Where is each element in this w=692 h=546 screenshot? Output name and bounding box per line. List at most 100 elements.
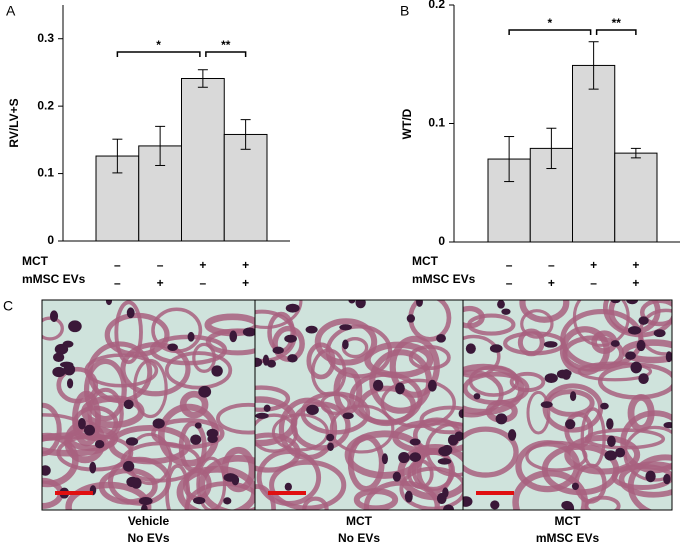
alveolar-wall [463, 363, 525, 416]
nucleus [125, 437, 139, 446]
nucleus [610, 300, 621, 304]
nucleus [306, 404, 319, 416]
nucleus [211, 365, 223, 377]
nucleus [342, 339, 349, 350]
alveolar-wall [363, 480, 440, 510]
alveolar-wall [364, 341, 434, 379]
nucleus [638, 373, 649, 385]
panel-label: B [400, 3, 409, 19]
significance-bracket [205, 51, 247, 57]
nucleus [653, 329, 666, 338]
histology-image [462, 299, 673, 511]
alveolar-wall [278, 397, 338, 461]
alveolar-wall [255, 484, 276, 510]
nucleus [565, 419, 576, 430]
error-bar [112, 138, 123, 174]
error-bar [197, 69, 208, 88]
nucleus [437, 458, 452, 465]
histology-image [41, 299, 256, 511]
nucleus [284, 334, 297, 343]
condition-sign: – [506, 258, 513, 272]
nucleus [442, 487, 449, 498]
nucleus [392, 471, 401, 482]
bar [181, 77, 225, 242]
nucleus [607, 435, 616, 447]
nucleus [231, 475, 240, 486]
alveolar-wall [463, 305, 485, 329]
condition-sign: – [114, 276, 121, 290]
y-axis-label: RV/LV+S [7, 98, 21, 147]
scale-bar [55, 491, 93, 495]
nucleus [398, 451, 410, 464]
alveolar-wall [83, 358, 127, 422]
error-bar [155, 125, 166, 166]
condition-sign: + [632, 276, 639, 290]
alveolar-wall [358, 385, 417, 427]
nucleus [126, 476, 139, 488]
nucleus [242, 327, 255, 337]
nucleus [284, 482, 292, 491]
significance-label: ** [221, 38, 231, 52]
alveolar-wall [392, 419, 463, 455]
condition-sign: – [114, 258, 121, 272]
bar [614, 152, 658, 243]
nucleus [105, 300, 113, 306]
nucleus [561, 500, 573, 510]
significance-label: * [548, 16, 553, 30]
alveolar-wall [408, 345, 451, 371]
nucleus [66, 378, 74, 389]
nucleus [441, 444, 453, 455]
alveolar-wall [87, 387, 124, 440]
nucleus [287, 354, 298, 363]
image-caption: No EVs [338, 531, 380, 545]
alveolar-wall [333, 367, 363, 415]
alveolar-wall [255, 413, 298, 453]
nucleus [458, 409, 463, 419]
nucleus [94, 440, 105, 449]
nucleus [606, 418, 614, 430]
nucleus [501, 308, 511, 315]
nucleus [53, 352, 65, 362]
nucleus [497, 300, 505, 309]
nucleus [78, 418, 86, 430]
nucleus [141, 504, 148, 510]
alveolar-wall [205, 328, 255, 356]
nucleus [489, 344, 503, 353]
nucleus [409, 452, 422, 462]
condition-sign: – [200, 276, 207, 290]
alveolar-wall [216, 402, 255, 435]
condition-sign: – [548, 258, 555, 272]
alveolar-wall [621, 339, 672, 364]
nucleus [443, 504, 454, 510]
image-caption: MCT [346, 514, 373, 528]
nucleus [229, 330, 238, 343]
error-bar [504, 136, 515, 183]
y-tick-label: 0 [47, 233, 54, 247]
nucleus [416, 300, 423, 307]
alveolar-wall [302, 496, 329, 510]
nucleus [54, 343, 69, 355]
image-caption: No EVs [127, 531, 169, 545]
nucleus [561, 369, 571, 380]
condition-sign: + [632, 258, 639, 272]
alveolar-wall [584, 428, 666, 450]
alveolar-wall [114, 300, 143, 365]
nucleus [630, 361, 642, 374]
nucleus [625, 351, 636, 360]
nucleus [126, 307, 135, 319]
condition-sign: + [548, 276, 555, 290]
significance-label: ** [612, 16, 622, 30]
nucleus [49, 310, 59, 322]
condition-label: MCT [412, 254, 439, 268]
image-border [462, 299, 673, 511]
condition-label: MCT [22, 254, 49, 268]
alveolar-wall [525, 440, 588, 472]
alveolar-wall [519, 300, 570, 323]
nucleus [193, 496, 206, 505]
alveolar-wall [526, 390, 551, 435]
nucleus [327, 442, 334, 452]
nucleus [138, 496, 153, 506]
y-tick-label: 0.1 [428, 116, 445, 130]
nucleus [610, 340, 620, 347]
significance-label: * [156, 38, 161, 52]
